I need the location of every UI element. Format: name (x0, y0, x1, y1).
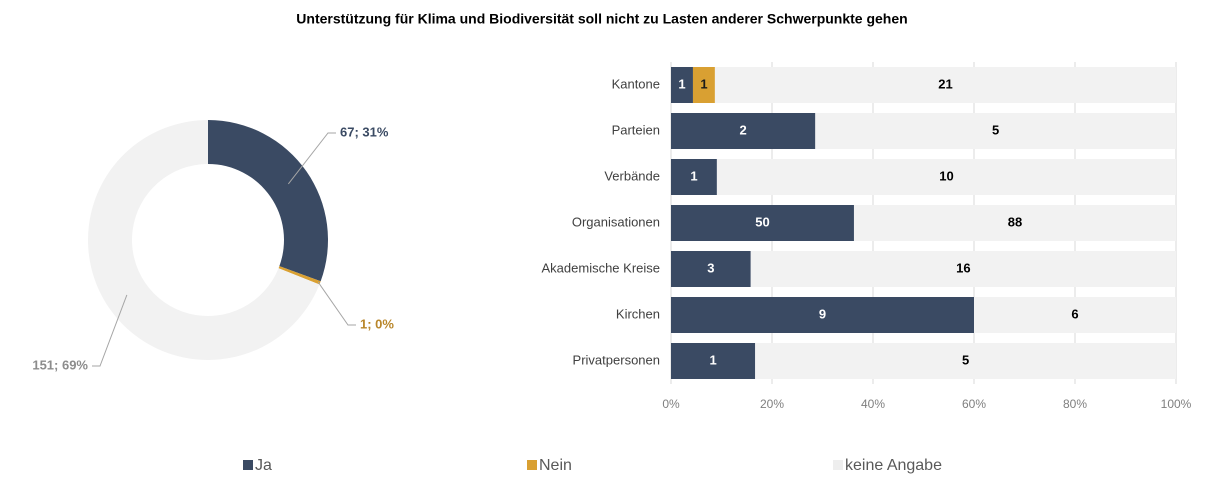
data-label: 21 (938, 76, 952, 91)
y-tick-label: Privatpersonen (573, 352, 660, 367)
x-tick-label: 40% (861, 397, 885, 411)
legend-swatch (833, 460, 843, 470)
x-tick-label: 60% (962, 397, 986, 411)
legend-label: keine Angabe (845, 457, 942, 474)
leader-line (317, 281, 356, 326)
donut-slice (88, 120, 320, 360)
bar-segment (671, 113, 816, 149)
x-tick-label: 0% (662, 397, 680, 411)
data-label: 151; 69% (32, 357, 88, 372)
data-label: 1; 0% (360, 316, 394, 331)
data-label: 5 (992, 122, 999, 137)
bar-segment (714, 67, 1176, 103)
bar-segment (815, 113, 1176, 149)
bar-segment (755, 343, 1176, 379)
data-label: 88 (1008, 214, 1022, 229)
bar-segment (671, 159, 717, 195)
bar-segment (671, 297, 974, 333)
y-tick-label: Akademische Kreise (542, 260, 661, 275)
chart-title: Unterstützung für Klima und Biodiversitä… (296, 11, 907, 27)
legend-label: Ja (255, 457, 272, 474)
data-label: 1 (678, 76, 685, 91)
y-tick-label: Verbände (604, 168, 660, 183)
bar-segment (716, 159, 1176, 195)
legend-swatch (527, 460, 537, 470)
data-label: 1 (700, 76, 707, 91)
x-tick-label: 20% (760, 397, 784, 411)
bar-segment (671, 67, 693, 103)
bar-segment (853, 205, 1176, 241)
bar-segment (692, 67, 715, 103)
x-tick-label: 100% (1161, 397, 1192, 411)
donut-slice (278, 266, 321, 285)
legend-label: Nein (539, 457, 572, 474)
bar-segment (750, 251, 1176, 287)
data-label: 67; 31% (340, 124, 389, 139)
bar-segment (671, 205, 854, 241)
y-tick-label: Kantone (612, 76, 660, 91)
data-label: 16 (956, 260, 970, 275)
data-label: 5 (962, 352, 969, 367)
donut-slice (208, 120, 329, 282)
bar-segment (974, 297, 1176, 333)
leader-line (287, 132, 336, 185)
leader-line (92, 294, 128, 367)
y-tick-label: Organisationen (572, 214, 660, 229)
data-label: 10 (939, 168, 953, 183)
legend-swatch (243, 460, 253, 470)
bar-segment (671, 343, 756, 379)
x-tick-label: 80% (1063, 397, 1087, 411)
data-label: 2 (740, 122, 747, 137)
data-label: 1 (690, 168, 697, 183)
bar-segment (671, 251, 751, 287)
y-tick-label: Parteien (612, 122, 660, 137)
data-label: 6 (1071, 306, 1078, 321)
data-label: 9 (819, 306, 826, 321)
y-tick-label: Kirchen (616, 306, 660, 321)
data-label: 50 (755, 214, 769, 229)
data-label: 1 (709, 352, 716, 367)
data-label: 3 (707, 260, 714, 275)
